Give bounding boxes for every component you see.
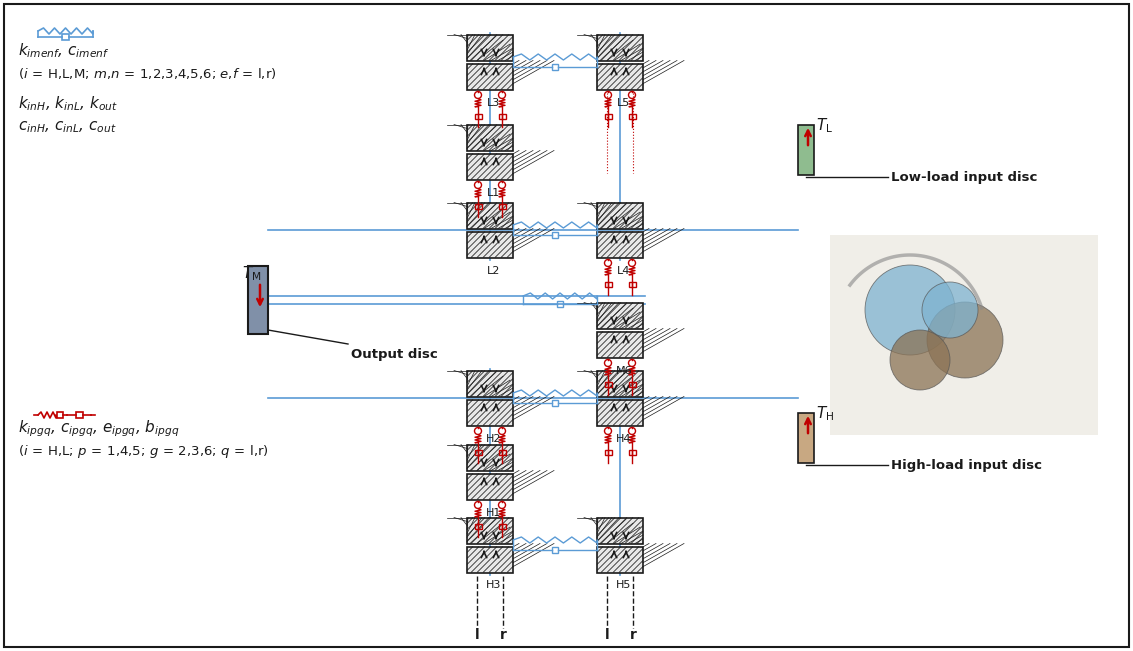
Text: ($i\,{=}\,$H,L,M; $m$,$n\,{=}\,$1,2,3,4,5,6; $e$,$f\,{=}\,$l,r): ($i\,{=}\,$H,L,M; $m$,$n\,{=}\,$1,2,3,4,… (18, 66, 276, 81)
Bar (76, 412, 83, 418)
Text: $k_{ipgq}$, $c_{ipgq}$, $e_{ipgq}$, $b_{ipgq}$: $k_{ipgq}$, $c_{ipgq}$, $e_{ipgq}$, $b_{… (18, 418, 179, 439)
Bar (798, 413, 813, 463)
Circle shape (891, 330, 949, 390)
Text: H1: H1 (486, 508, 502, 518)
Text: L1: L1 (487, 187, 501, 197)
Bar (552, 64, 557, 70)
Bar (552, 400, 557, 406)
Bar (475, 524, 482, 529)
Bar (475, 204, 482, 209)
Bar (629, 450, 636, 455)
Text: M6: M6 (615, 365, 632, 376)
Bar (597, 202, 644, 229)
Bar (467, 400, 513, 426)
Bar (57, 412, 63, 418)
Bar (798, 125, 813, 175)
Text: $k_{imenf}$, $c_{imenf}$: $k_{imenf}$, $c_{imenf}$ (18, 41, 110, 60)
Bar (467, 445, 513, 471)
Circle shape (922, 282, 978, 338)
Text: L4: L4 (617, 266, 631, 275)
Bar (557, 301, 563, 307)
Circle shape (927, 302, 1003, 378)
Text: r: r (630, 628, 637, 642)
Text: L2: L2 (487, 266, 501, 275)
Bar (552, 232, 557, 238)
Bar (467, 473, 513, 499)
Bar (499, 524, 505, 529)
Bar (467, 202, 513, 229)
Bar (499, 204, 505, 209)
Bar (597, 370, 644, 396)
Text: $T_{\rm H}$: $T_{\rm H}$ (816, 404, 834, 422)
Bar (475, 114, 482, 119)
Bar (597, 546, 644, 572)
Bar (467, 154, 513, 180)
Text: High-load input disc: High-load input disc (891, 458, 1042, 471)
Bar (597, 400, 644, 426)
Bar (597, 232, 644, 258)
Bar (467, 518, 513, 544)
Bar (597, 64, 644, 89)
Text: l: l (605, 628, 610, 642)
Text: $T_{\rm L}$: $T_{\rm L}$ (816, 116, 833, 135)
Bar (467, 370, 513, 396)
Bar (605, 114, 612, 119)
Bar (629, 114, 636, 119)
Bar (597, 303, 644, 329)
Text: H4: H4 (616, 434, 632, 443)
Bar (629, 382, 636, 387)
Bar (467, 546, 513, 572)
Bar (597, 331, 644, 357)
Text: Output disc: Output disc (351, 348, 437, 361)
Bar (248, 266, 269, 334)
Bar (62, 34, 69, 40)
Bar (552, 547, 557, 553)
Bar (499, 450, 505, 455)
Bar (605, 450, 612, 455)
Bar (605, 282, 612, 287)
Bar (475, 450, 482, 455)
Text: $c_{inH}$, $c_{inL}$, $c_{out}$: $c_{inH}$, $c_{inL}$, $c_{out}$ (18, 119, 117, 135)
Text: L5: L5 (617, 98, 631, 107)
Bar (467, 124, 513, 150)
Bar (830, 235, 1098, 435)
Text: l: l (475, 628, 479, 642)
Bar (597, 518, 644, 544)
Text: r: r (500, 628, 506, 642)
Text: H2: H2 (486, 434, 502, 443)
Bar (467, 35, 513, 61)
Bar (597, 35, 644, 61)
Text: ($i\,{=}\,$H,L; $p\,{=}\,$1,4,5; $g\,{=}\,$2,3,6; $q\,{=}\,$l,r): ($i\,{=}\,$H,L; $p\,{=}\,$1,4,5; $g\,{=}… (18, 443, 269, 460)
Text: H3: H3 (486, 581, 502, 590)
Text: $k_{inH}$, $k_{inL}$, $k_{out}$: $k_{inH}$, $k_{inL}$, $k_{out}$ (18, 94, 118, 113)
Bar (467, 64, 513, 89)
Bar (605, 382, 612, 387)
Text: $T_{\rm M}$: $T_{\rm M}$ (242, 264, 262, 283)
Text: H5: H5 (616, 581, 632, 590)
Bar (499, 114, 505, 119)
Bar (467, 232, 513, 258)
Circle shape (864, 265, 955, 355)
Text: Low-load input disc: Low-load input disc (891, 171, 1038, 184)
Text: L3: L3 (487, 98, 501, 107)
Bar (629, 282, 636, 287)
